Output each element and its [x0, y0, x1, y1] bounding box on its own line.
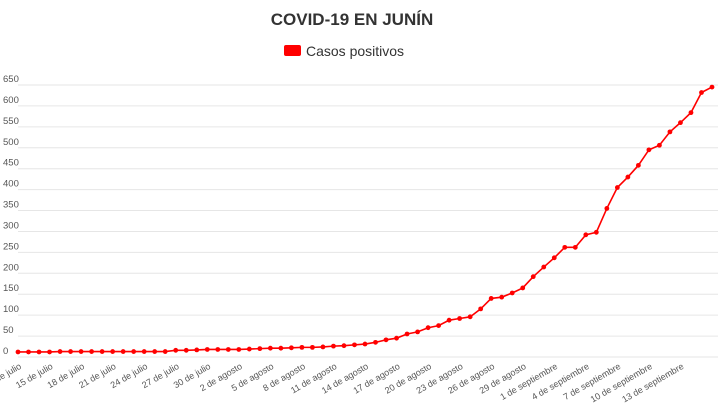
data-point[interactable]	[362, 341, 368, 347]
y-tick-label: 500	[3, 137, 19, 148]
data-point[interactable]	[225, 347, 231, 352]
data-point[interactable]	[583, 232, 589, 238]
data-point[interactable]	[26, 349, 31, 355]
data-point[interactable]	[110, 349, 116, 354]
chart-title: COVID-19 EN JUNÍN	[271, 10, 433, 29]
data-point[interactable]	[404, 331, 410, 337]
data-point[interactable]	[425, 325, 431, 331]
data-point[interactable]	[194, 347, 200, 353]
data-point[interactable]	[352, 342, 357, 348]
data-point[interactable]	[246, 346, 252, 352]
y-tick-label: 0	[3, 346, 8, 357]
data-point[interactable]	[89, 349, 95, 354]
data-point[interactable]	[562, 244, 568, 250]
legend[interactable]: Casos positivos	[284, 43, 404, 59]
data-point[interactable]	[520, 285, 526, 291]
data-point[interactable]	[646, 147, 652, 153]
data-point[interactable]	[709, 84, 715, 90]
data-point[interactable]	[236, 347, 242, 352]
y-tick-label: 650	[3, 74, 19, 85]
data-point[interactable]	[78, 349, 84, 354]
data-point[interactable]	[572, 244, 578, 250]
data-point[interactable]	[257, 346, 263, 352]
data-point[interactable]	[499, 294, 505, 300]
data-point[interactable]	[593, 229, 599, 235]
data-point[interactable]	[15, 349, 21, 355]
data-point[interactable]	[278, 345, 284, 351]
data-point[interactable]	[331, 343, 336, 349]
data-point[interactable]	[415, 329, 420, 335]
data-point[interactable]	[467, 314, 473, 320]
data-point[interactable]	[47, 349, 52, 355]
data-point[interactable]	[530, 274, 536, 280]
data-point[interactable]	[267, 345, 273, 351]
y-axis: 0 50 100 150 200 250 300 350 400 450 500 550 600 650	[3, 74, 19, 357]
y-tick-label: 300	[3, 220, 19, 231]
data-point[interactable]	[604, 206, 610, 211]
y-tick-label: 450	[3, 158, 19, 169]
data-point[interactable]	[162, 349, 168, 354]
data-point[interactable]	[215, 347, 221, 352]
data-point[interactable]	[68, 349, 73, 354]
data-point[interactable]	[36, 349, 42, 355]
data-point[interactable]	[457, 316, 463, 321]
data-point[interactable]	[99, 349, 105, 354]
data-point[interactable]	[635, 162, 641, 168]
y-tick-label: 550	[3, 116, 19, 127]
data-point[interactable]	[478, 306, 484, 312]
y-tick-label: 200	[3, 262, 19, 273]
data-point[interactable]	[541, 264, 547, 270]
data-point[interactable]	[436, 323, 442, 329]
data-point[interactable]	[131, 349, 137, 354]
legend-swatch-casos-positivos	[284, 45, 301, 56]
y-tick-label: 100	[3, 304, 19, 315]
data-point[interactable]	[383, 337, 389, 343]
data-point[interactable]	[394, 335, 399, 341]
grid	[18, 84, 718, 358]
data-point[interactable]	[183, 347, 189, 353]
y-tick-label: 600	[3, 95, 19, 106]
data-point[interactable]	[614, 185, 620, 190]
data-point[interactable]	[699, 90, 704, 95]
data-point[interactable]	[299, 344, 305, 350]
data-point[interactable]	[446, 317, 452, 323]
data-point[interactable]	[488, 296, 494, 301]
data-point[interactable]	[551, 255, 557, 261]
data-point[interactable]	[341, 343, 347, 349]
data-point[interactable]	[120, 349, 126, 354]
y-tick-label: 350	[3, 200, 19, 211]
y-tick-label: 50	[3, 325, 14, 336]
data-point[interactable]	[678, 120, 683, 126]
data-point[interactable]	[152, 349, 158, 354]
data-point[interactable]	[657, 142, 662, 148]
data-point[interactable]	[373, 339, 378, 345]
data-point[interactable]	[667, 129, 673, 135]
data-point[interactable]	[320, 344, 326, 350]
data-point[interactable]	[310, 344, 315, 350]
data-point[interactable]	[288, 345, 294, 351]
data-point[interactable]	[57, 349, 63, 354]
data-point[interactable]	[625, 174, 631, 180]
y-tick-label: 250	[3, 241, 19, 252]
data-point[interactable]	[204, 347, 210, 352]
data-point[interactable]	[173, 347, 179, 353]
y-tick-label: 400	[3, 179, 19, 190]
data-point[interactable]	[141, 349, 147, 354]
legend-label-casos-positivos: Casos positivos	[306, 43, 404, 59]
series-casos-positivos	[15, 84, 715, 355]
y-tick-label: 150	[3, 283, 19, 294]
data-point[interactable]	[688, 110, 694, 116]
data-point[interactable]	[509, 290, 515, 296]
